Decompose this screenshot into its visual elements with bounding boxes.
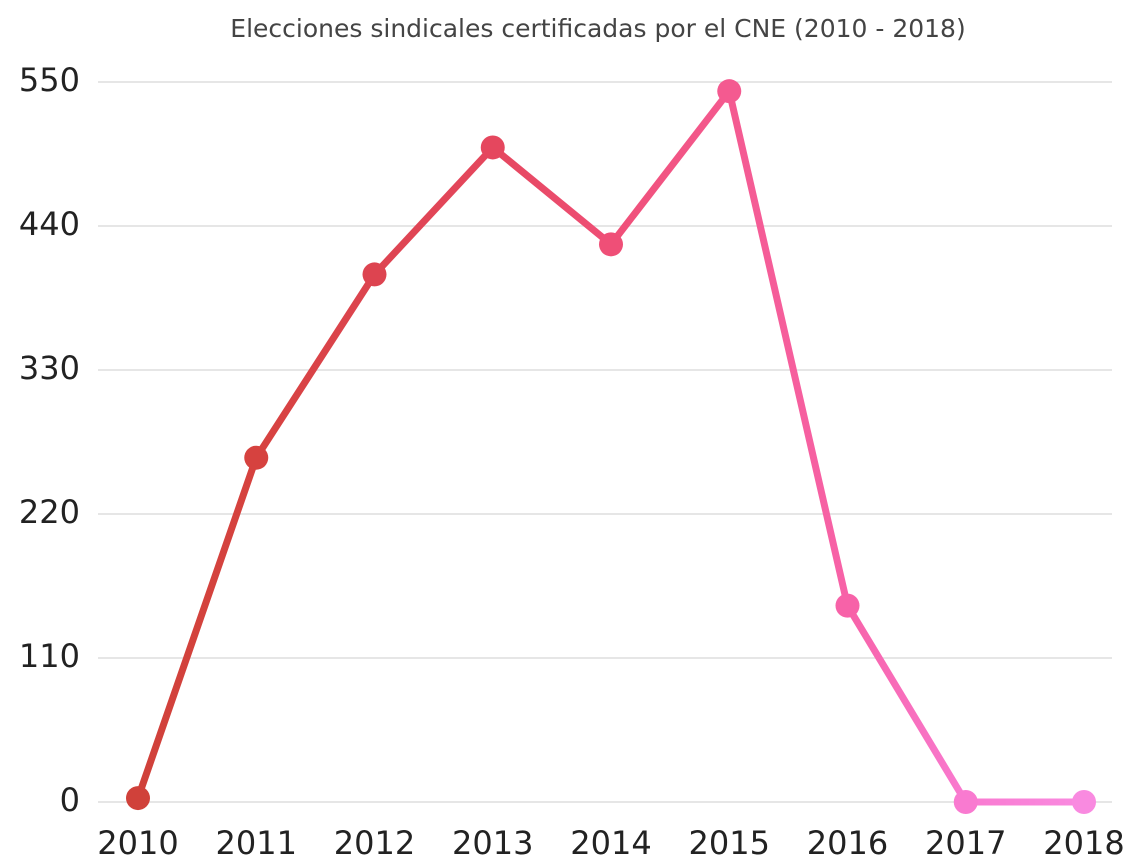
data-point <box>835 593 860 618</box>
x-tick-label: 2017 <box>925 824 1006 861</box>
y-tick-label: 220 <box>19 493 80 531</box>
x-tick-label: 2013 <box>452 824 533 861</box>
x-tick-label: 2016 <box>807 824 888 861</box>
data-line <box>134 87 1084 806</box>
x-tick-label: 2012 <box>334 824 415 861</box>
y-tick-label: 0 <box>60 781 80 819</box>
x-tick-label: 2018 <box>1043 824 1124 861</box>
data-point <box>717 79 742 104</box>
y-tick-label: 330 <box>19 349 80 387</box>
chart-title: Elecciones sindicales certificadas por e… <box>230 14 965 43</box>
data-point <box>362 262 387 287</box>
x-tick-label: 2015 <box>689 824 770 861</box>
data-point <box>953 790 978 814</box>
data-point <box>1072 790 1096 814</box>
data-point <box>244 445 269 470</box>
data-point <box>599 232 623 257</box>
y-tick-label: 440 <box>19 205 80 243</box>
x-tick-label: 2010 <box>97 824 178 861</box>
data-point <box>126 786 150 811</box>
x-tick-label: 2014 <box>570 824 651 861</box>
x-tick-label: 2011 <box>216 824 297 861</box>
data-point <box>480 135 505 160</box>
y-tick-label: 550 <box>19 61 80 99</box>
y-tick-label: 110 <box>19 637 80 675</box>
